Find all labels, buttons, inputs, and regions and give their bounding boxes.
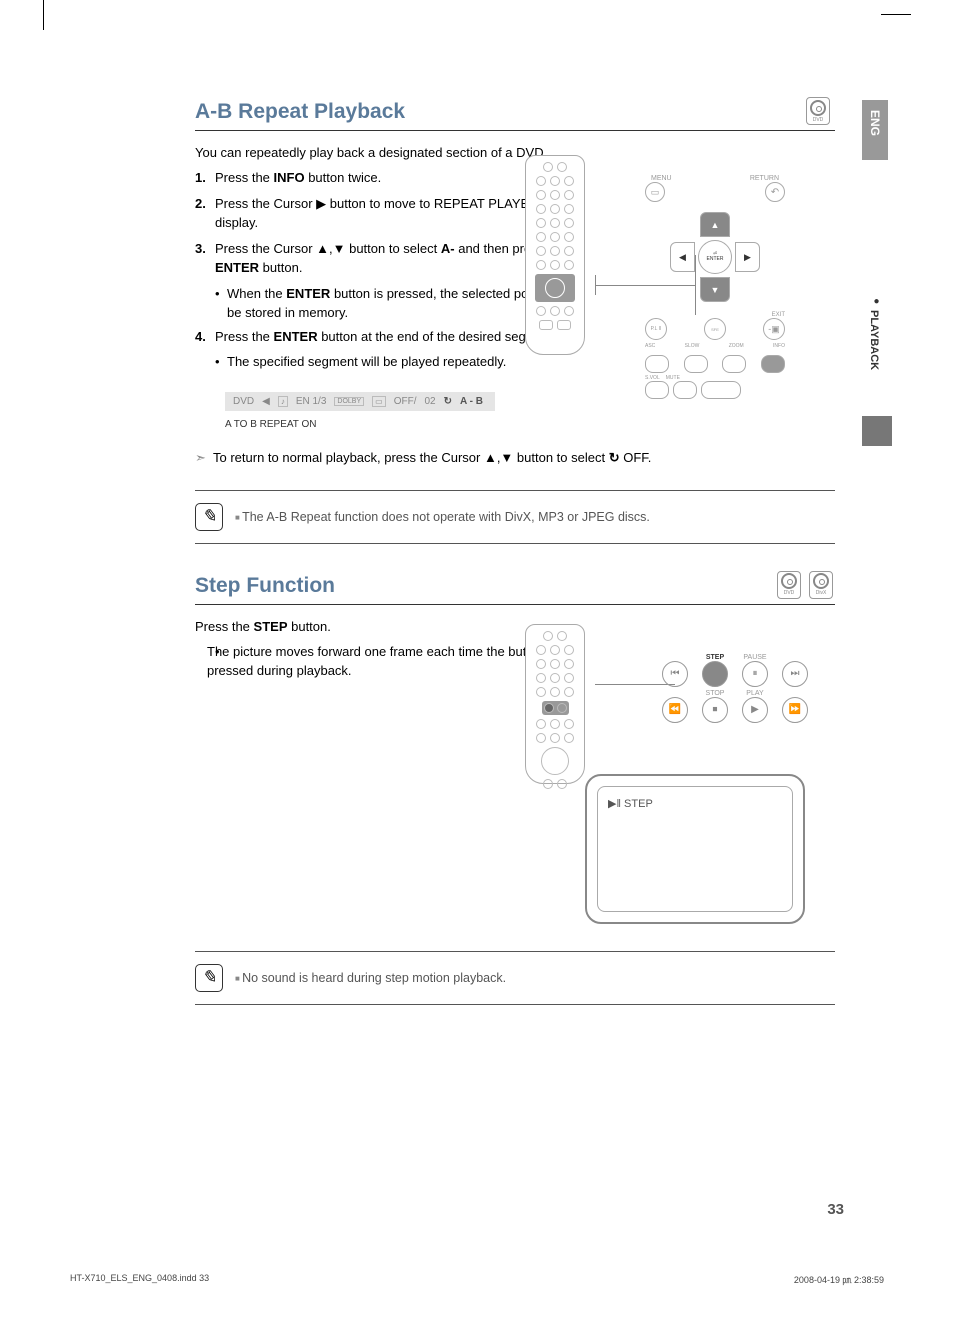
section-tab: PLAYBACK [862,300,886,410]
rewind-icon: ⏪ [662,697,688,723]
tab-marker [862,416,892,446]
remote-diagram-a [525,155,585,355]
lang-tab: ENG [862,100,888,160]
dvd-badge: DVD [806,97,830,125]
dvd-badge-b: DVD [777,571,801,599]
tv-screen: ▶‖ STEP [585,774,805,924]
dpad-up: ▲ [700,212,730,237]
dpad-right: ▶ [735,242,760,272]
step-icon [702,661,728,687]
remote-zoom-a: MENU RETURN ▭ ↶ ▲ ▼ ◀ ▶ ⏎ENTER EXIT P.L … [645,175,785,350]
stop-icon: ⏹ [702,697,728,723]
osd-display: DVD ◀ ♪ EN 1/3 DOLBY ▭ OFF/ 02 ↻ A - B [225,392,495,411]
note-icon-b: ✎ [195,964,223,992]
return-note: To return to normal playback, press the … [195,450,835,466]
note-a: ✎ The A-B Repeat function does not opera… [195,490,835,544]
dpad-down: ▼ [700,277,730,302]
play-icon: ▶ [742,697,768,723]
playback-panel: STEP PAUSE ⏮ ⏸ ⏭ STOP PLAY ⏪ ⏹ ▶ ⏩ [655,654,815,724]
section-b-title: Step Function [195,574,835,605]
page-number: 33 [827,1201,844,1218]
dpad-enter: ⏎ENTER [698,240,732,274]
print-footer: HT-X710_ELS_ENG_0408.indd 33 2008-04-19 … [70,1273,884,1286]
section-a-title: A-B Repeat Playback [195,100,835,131]
forward-icon: ⏩ [782,697,808,723]
osd-status: A TO B REPEAT ON [225,419,835,430]
remote-diagram-b [525,624,585,784]
next-icon: ⏭ [782,661,808,687]
divx-badge: DivX [809,571,833,599]
prev-icon: ⏮ [662,661,688,687]
note-icon: ✎ [195,503,223,531]
pause-icon: ⏸ [742,661,768,687]
dpad-left: ◀ [670,242,695,272]
note-b: ✎ No sound is heard during step motion p… [195,951,835,1005]
